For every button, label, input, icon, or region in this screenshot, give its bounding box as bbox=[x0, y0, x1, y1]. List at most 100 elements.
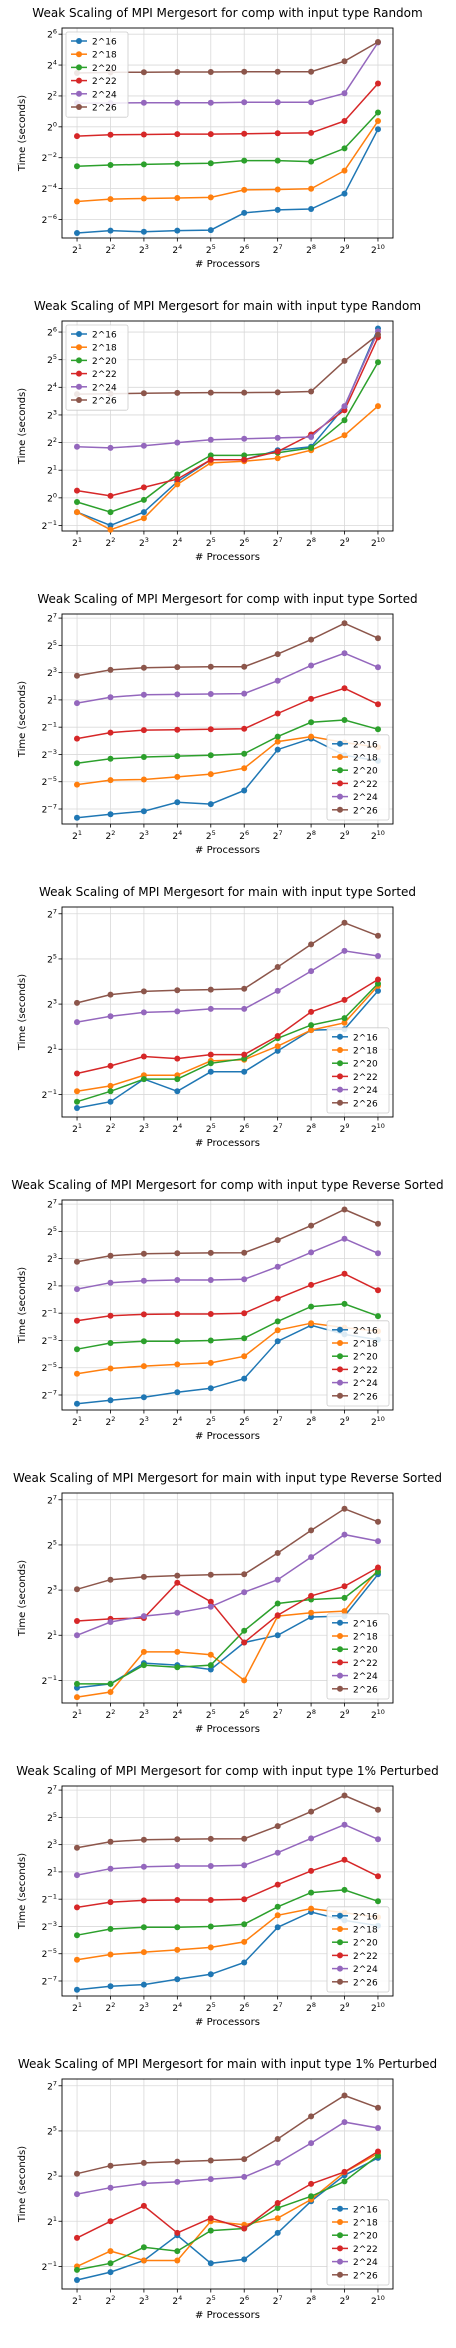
data-point bbox=[241, 1589, 247, 1595]
data-point bbox=[74, 760, 80, 766]
legend-marker bbox=[76, 371, 82, 377]
data-point bbox=[208, 801, 214, 807]
data-point bbox=[141, 1574, 147, 1580]
data-point bbox=[141, 727, 147, 733]
data-point bbox=[141, 1311, 147, 1317]
y-tick-label: 23 bbox=[47, 1252, 57, 1265]
x-axis-label: # Processors bbox=[195, 2017, 260, 2028]
data-point bbox=[141, 132, 147, 138]
data-point bbox=[141, 1924, 147, 1930]
data-point bbox=[241, 2156, 247, 2162]
data-point bbox=[241, 1939, 247, 1945]
data-point bbox=[375, 664, 381, 670]
legend-label: 2^16 bbox=[353, 1326, 378, 1336]
legend: 2^16 2^18 2^20 2^22 2^24 2^26 bbox=[327, 735, 389, 820]
data-point bbox=[74, 499, 80, 505]
x-axis-label: # Processors bbox=[195, 1724, 260, 1735]
data-point bbox=[74, 1105, 80, 1111]
x-tick-label: 21 bbox=[72, 2294, 82, 2307]
data-point bbox=[308, 1890, 314, 1896]
data-point bbox=[108, 2269, 114, 2275]
data-point bbox=[241, 1052, 247, 1058]
chart-svg: Weak Scaling of MPI Mergesort for main w… bbox=[0, 879, 456, 1172]
data-point bbox=[74, 133, 80, 139]
series-line bbox=[77, 2096, 378, 2174]
data-point bbox=[74, 2267, 80, 2273]
data-point bbox=[342, 145, 348, 151]
data-point bbox=[342, 358, 348, 364]
data-point bbox=[275, 2215, 281, 2221]
data-point bbox=[74, 199, 80, 205]
x-tick-label: 26 bbox=[239, 2294, 249, 2307]
data-point bbox=[208, 1385, 214, 1391]
data-point bbox=[308, 1610, 314, 1616]
series-2-26 bbox=[74, 920, 381, 1006]
legend-label: 2^16 bbox=[92, 38, 117, 48]
x-tick-label: 25 bbox=[206, 2294, 216, 2307]
data-point bbox=[174, 1250, 180, 1256]
legend-marker bbox=[337, 807, 343, 813]
data-point bbox=[174, 1976, 180, 1982]
data-point bbox=[74, 700, 80, 706]
legend-label: 2^18 bbox=[353, 754, 378, 764]
chart-title: Weak Scaling of MPI Mergesort for main w… bbox=[34, 299, 421, 313]
data-point bbox=[275, 678, 281, 684]
x-axis-label: # Processors bbox=[195, 1431, 260, 1442]
y-tick-label: 2−3 bbox=[42, 1920, 57, 1933]
data-point bbox=[241, 788, 247, 794]
x-tick-label: 29 bbox=[340, 1708, 350, 1721]
data-point bbox=[308, 159, 314, 165]
y-axis-label: Time (seconds) bbox=[17, 95, 28, 172]
data-point bbox=[275, 1612, 281, 1618]
legend-label: 2^26 bbox=[353, 2271, 378, 2281]
data-point bbox=[108, 1926, 114, 1932]
y-tick-label: 25 bbox=[47, 952, 57, 965]
data-point bbox=[141, 665, 147, 671]
y-tick-label: 25 bbox=[47, 1225, 57, 1238]
data-point bbox=[241, 751, 247, 757]
data-point bbox=[108, 1983, 114, 1989]
data-point bbox=[174, 1649, 180, 1655]
series-2-24 bbox=[74, 1822, 381, 1878]
data-point bbox=[308, 637, 314, 643]
data-point bbox=[375, 1519, 381, 1525]
data-point bbox=[174, 2248, 180, 2254]
y-tick-label: 21 bbox=[47, 693, 57, 706]
x-tick-label: 21 bbox=[72, 243, 82, 256]
data-point bbox=[342, 417, 348, 423]
data-point bbox=[174, 727, 180, 733]
legend-marker bbox=[76, 51, 82, 57]
y-tick-label: 21 bbox=[47, 1865, 57, 1878]
data-point bbox=[375, 2125, 381, 2131]
x-tick-label: 22 bbox=[106, 243, 116, 256]
data-point bbox=[174, 1338, 180, 1344]
series-line bbox=[77, 923, 378, 1003]
x-tick-label: 22 bbox=[106, 536, 116, 549]
data-point bbox=[375, 1898, 381, 1904]
data-point bbox=[141, 196, 147, 202]
data-point bbox=[342, 1887, 348, 1893]
data-point bbox=[74, 1904, 80, 1910]
data-point bbox=[141, 1613, 147, 1619]
data-point bbox=[108, 2185, 114, 2191]
y-tick-label: 2−1 bbox=[42, 1088, 57, 1101]
y-tick-label: 24 bbox=[47, 381, 57, 394]
legend-label: 2^20 bbox=[353, 2232, 378, 2242]
data-point bbox=[108, 2260, 114, 2266]
data-point bbox=[74, 1259, 80, 1265]
x-axis-label: # Processors bbox=[195, 1138, 260, 1149]
data-point bbox=[74, 2277, 80, 2283]
y-tick-label: 25 bbox=[47, 639, 57, 652]
x-tick-label: 22 bbox=[106, 2001, 116, 2014]
data-point bbox=[241, 1896, 247, 1902]
legend-label: 2^24 bbox=[353, 1965, 378, 1975]
data-point bbox=[108, 1313, 114, 1319]
data-point bbox=[141, 1278, 147, 1284]
data-point bbox=[308, 1554, 314, 1560]
legend-label: 2^18 bbox=[353, 1340, 378, 1350]
x-tick-label: 29 bbox=[340, 2294, 350, 2307]
data-point bbox=[375, 332, 381, 338]
data-point bbox=[174, 440, 180, 446]
data-point bbox=[108, 667, 114, 673]
data-point bbox=[342, 997, 348, 1003]
